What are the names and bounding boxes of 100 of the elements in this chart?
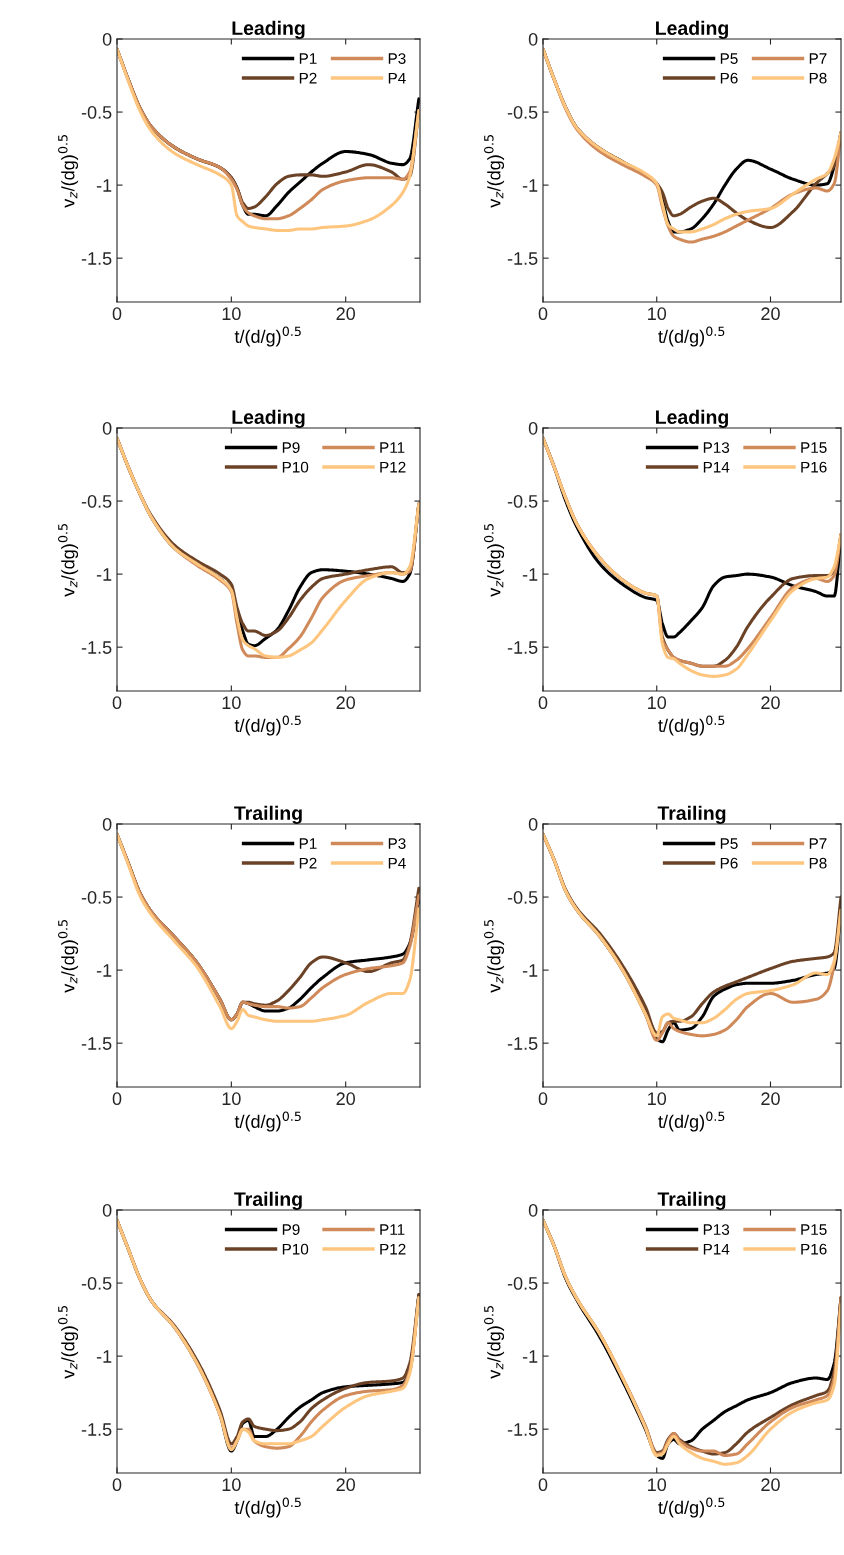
y-axis-title: v$_{z}$/(dg)$^{0.5}$ [58,920,79,993]
x-tick-label: 20 [761,1478,780,1492]
x-axis-title: t/(d/g)$^{0.5}$ [658,1111,725,1132]
y-axis-title: v$_{z}$/(dg)$^{0.5}$ [484,1306,505,1379]
y-tick-label: -0.5 [507,890,538,904]
y-tick-label: 0 [102,817,112,831]
x-tick-label: 20 [336,696,356,710]
legend-label: P6 [720,857,738,869]
legend-label: P15 [801,1224,827,1235]
legend-label: P9 [282,1224,300,1235]
legend-label: P7 [809,53,827,64]
x-tick-label: 0 [112,1092,122,1106]
legend-label: P2 [299,72,317,84]
x-tick-label: 10 [648,696,667,710]
chart-title: Leading [656,409,728,428]
legend-label: P6 [720,72,738,84]
y-tick-label: -1.5 [507,1423,538,1436]
y-tick-label: -0.5 [507,494,538,508]
legend-label: P15 [801,442,827,453]
x-tick-label: 10 [222,696,241,710]
x-tick-label: 20 [761,1092,780,1106]
y-tick-label: -0.5 [507,105,538,119]
x-tick-label: 10 [222,1478,241,1492]
x-tick-label: 10 [222,307,241,321]
y-tick-label: -0.5 [81,890,112,904]
chart-title: Trailing [657,1191,726,1210]
y-tick-label: -1 [96,568,112,581]
legend-label: P14 [703,461,730,473]
x-tick-label: 20 [336,307,356,321]
legend-label: P8 [809,857,827,869]
legend-label: P10 [282,1243,309,1255]
legend-label: P16 [801,461,827,473]
x-axis-title: t/(d/g)$^{0.5}$ [658,715,725,736]
y-tick-label: -0.5 [81,105,112,119]
y-tick-label: -1 [522,179,538,192]
legend-label: P2 [299,857,317,869]
y-axis-title: v$_{z}$/(dg)$^{0.5}$ [484,920,505,993]
legend-label: P12 [380,1243,406,1255]
y-axis-title: v$_{z}$/(dg)$^{0.5}$ [484,524,505,597]
y-tick-label: -0.5 [507,1276,538,1290]
legend-label: P9 [282,442,300,453]
chart-title: Trailing [234,1191,302,1210]
legend-label: P5 [720,838,738,849]
y-axis-title: v$_{z}$/(dg)$^{0.5}$ [58,524,79,597]
y-tick-label: -1.5 [81,1423,112,1436]
chart-title: Trailing [234,805,302,824]
x-axis-title: t/(d/g)$^{0.5}$ [234,326,301,347]
y-tick-label: -1.5 [507,1037,538,1050]
x-tick-label: 0 [112,696,122,710]
legend-label: P12 [380,461,406,473]
y-tick-label: 0 [528,32,538,46]
y-tick-label: -1 [96,179,112,192]
legend-label: P4 [388,72,406,84]
legend-label: P5 [720,53,738,64]
x-tick-label: 20 [336,1092,356,1106]
y-tick-label: -1.5 [81,252,112,265]
y-tick-label: -0.5 [81,494,112,508]
y-tick-label: -0.5 [81,1276,112,1290]
legend-label: P14 [703,1243,730,1255]
legend-label: P11 [380,442,405,453]
x-tick-label: 10 [222,1092,241,1106]
chart-title: Trailing [657,805,726,824]
x-tick-label: 20 [336,1478,356,1492]
x-axis-title: t/(d/g)$^{0.5}$ [658,326,725,347]
legend-label: P10 [282,461,309,473]
legend-label: P13 [703,1224,730,1235]
y-tick-label: 0 [528,817,538,831]
x-axis-title: t/(d/g)$^{0.5}$ [234,1111,301,1132]
y-tick-label: 0 [102,1203,112,1217]
y-tick-label: 0 [102,421,112,435]
x-axis-title: t/(d/g)$^{0.5}$ [234,715,301,736]
x-tick-label: 20 [761,696,780,710]
y-tick-label: -1.5 [81,1037,112,1050]
legend-label: P3 [388,53,406,64]
chart-title: Leading [656,20,728,39]
legend-label: P1 [299,838,317,849]
chart-title: Leading [232,20,305,39]
y-tick-label: -1.5 [81,641,112,654]
x-axis-title: t/(d/g)$^{0.5}$ [658,1497,725,1518]
x-tick-label: 0 [538,1092,548,1106]
y-tick-label: 0 [528,1203,538,1217]
x-tick-label: 0 [112,307,122,321]
x-tick-label: 0 [538,307,548,321]
x-tick-label: 0 [538,1478,548,1492]
y-tick-label: -1.5 [507,641,538,654]
legend-label: P11 [380,1224,405,1235]
y-tick-label: -1 [96,1350,112,1363]
legend-label: P3 [388,838,406,849]
y-tick-label: -1 [522,964,538,977]
x-tick-label: 10 [648,1092,667,1106]
x-tick-label: 0 [538,696,548,710]
y-axis-title: v$_{z}$/(dg)$^{0.5}$ [484,135,505,208]
y-tick-label: -1 [522,568,538,581]
y-tick-label: 0 [528,421,538,435]
y-tick-label: -1 [522,1350,538,1363]
y-tick-label: -1 [96,964,112,977]
legend-label: P7 [809,838,827,849]
x-tick-label: 20 [761,307,780,321]
y-axis-title: v$_{z}$/(dg)$^{0.5}$ [58,135,79,208]
legend-label: P16 [801,1243,827,1255]
